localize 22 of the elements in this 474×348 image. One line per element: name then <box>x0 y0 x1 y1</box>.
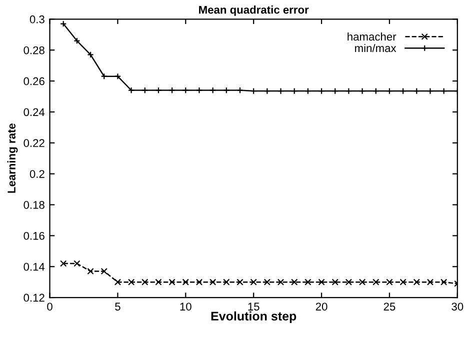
y-tick-label: 0.14 <box>24 262 45 271</box>
y-tick-label: 0.2 <box>30 170 44 178</box>
y-tick-label: 0.26 <box>24 77 44 86</box>
y-tick-label: 0.24 <box>24 108 45 116</box>
legend-label: min/max <box>355 44 396 52</box>
legend-label: hamacher <box>348 32 396 41</box>
y-tick-label: 0.12 <box>24 294 44 302</box>
y-tick-label: 0.16 <box>24 232 44 240</box>
y-axis-title: Learning rate <box>7 124 18 193</box>
y-tick-label: 0.3 <box>30 15 44 24</box>
x-tick-label: 25 <box>384 302 396 311</box>
x-tick-label: 10 <box>180 302 192 311</box>
y-tick-label: 0.22 <box>24 139 44 148</box>
x-tick-label: 30 <box>452 302 464 311</box>
chart-title: Mean quadratic error <box>199 6 309 16</box>
y-tick-label: 0.18 <box>24 201 44 209</box>
x-tick-label: 5 <box>115 302 120 311</box>
x-tick-label: 0 <box>47 302 52 311</box>
x-axis-title: Evolution step <box>211 311 296 324</box>
x-tick-label: 20 <box>316 302 328 311</box>
y-tick-label: 0.28 <box>24 46 44 54</box>
x-tick-label: 15 <box>248 302 260 311</box>
